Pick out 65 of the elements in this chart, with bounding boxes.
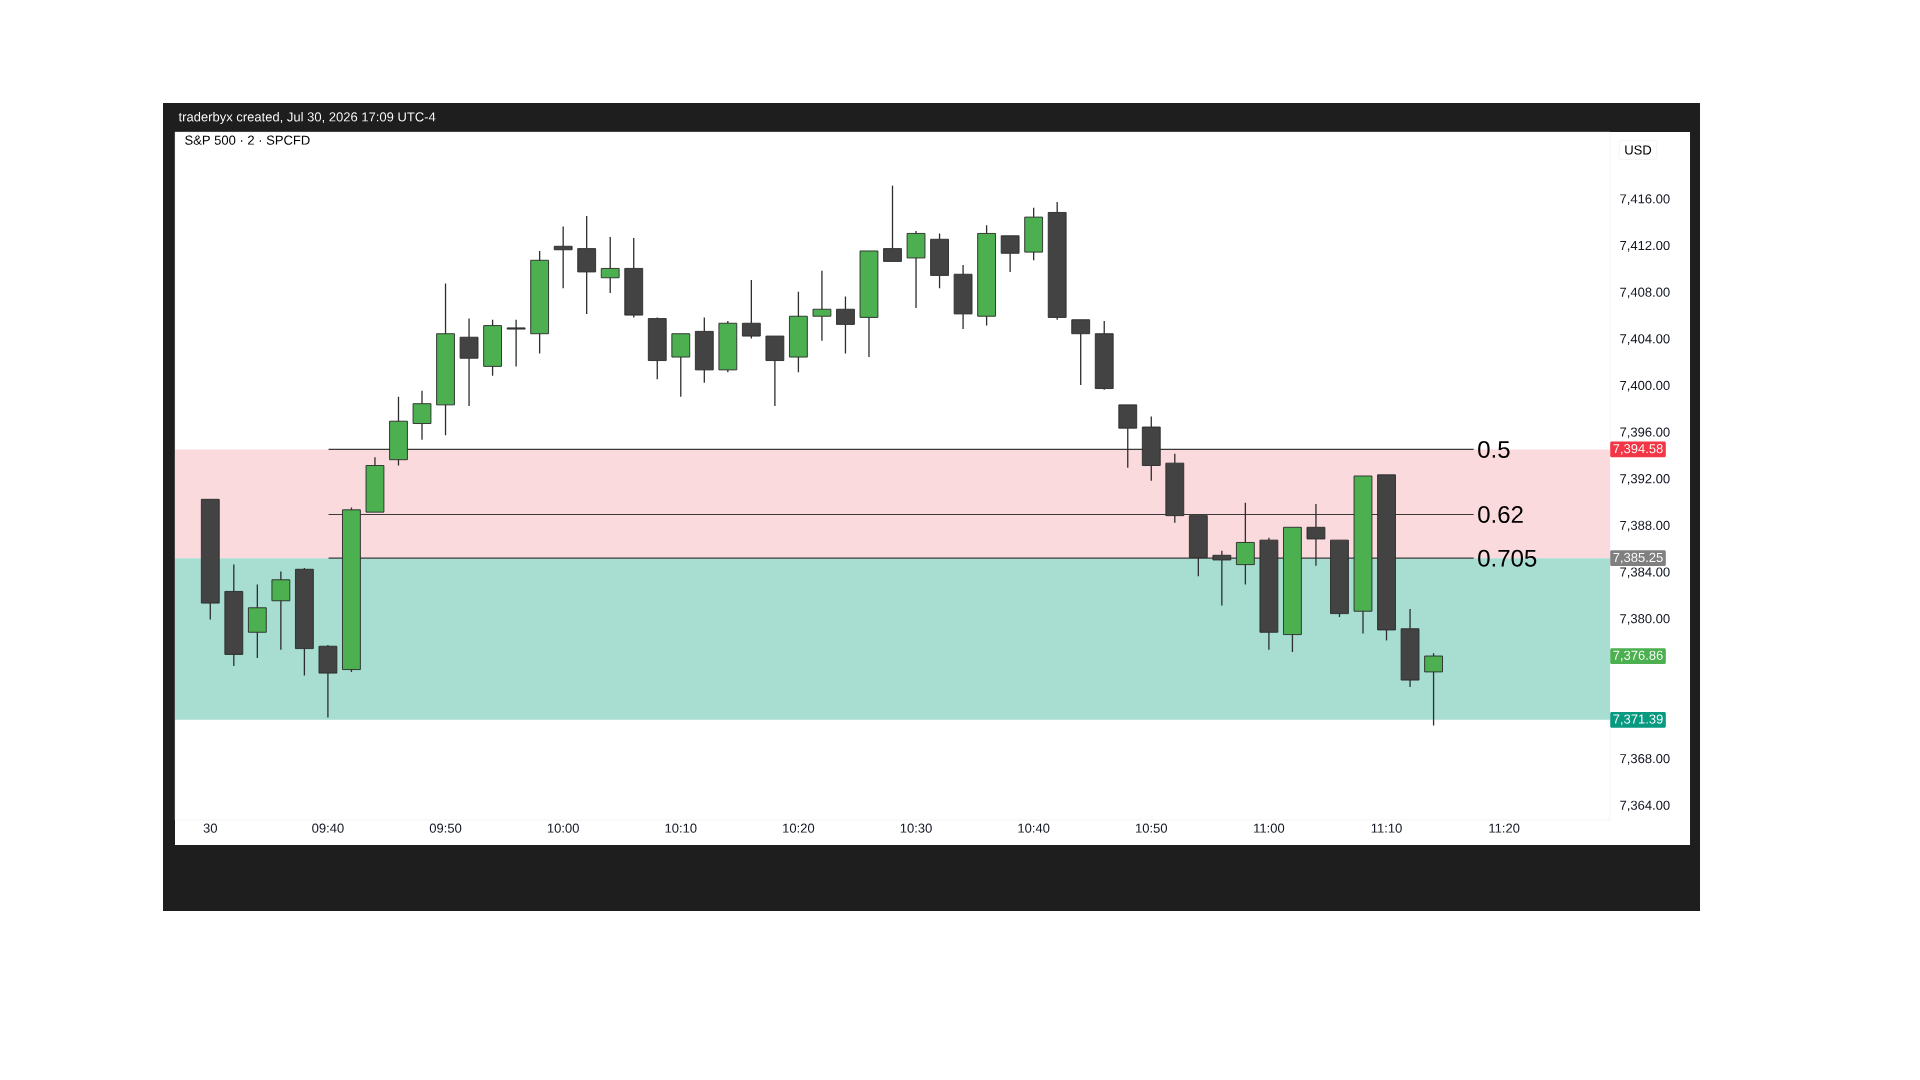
candlestick	[624, 237, 644, 319]
candlestick	[553, 225, 573, 289]
candlestick	[318, 645, 338, 719]
x-tick-label: 10:20	[783, 823, 815, 833]
x-tick-label: 09:50	[429, 823, 462, 833]
candlestick	[859, 250, 879, 358]
candlestick	[883, 184, 902, 262]
candlestick	[930, 232, 949, 289]
candlestick	[577, 215, 597, 315]
text: 7,376.86	[1613, 650, 1663, 662]
x-tick-label: 10:00	[547, 823, 579, 833]
y-tick-label: 7,412.00	[1620, 240, 1670, 252]
candlestick	[741, 279, 761, 340]
y-tick-label: 7,404.00	[1620, 334, 1670, 345]
text: 7,394.58	[1613, 444, 1663, 455]
text: traderbyx created, Jul 30, 2026 17:09 UTC-4	[178, 111, 436, 125]
candlestick	[247, 583, 267, 659]
x-tick-label: 10:10	[665, 823, 697, 833]
candlestick	[694, 316, 714, 384]
x-tick-label: 11:10	[1371, 823, 1402, 833]
y-tick-label: 7,364.00	[1620, 800, 1670, 812]
x-tick-label: 09:40	[312, 823, 344, 833]
candlestick	[953, 264, 973, 330]
candlestick	[906, 230, 926, 309]
x-tick-label: 10:30	[900, 823, 932, 833]
candlestick	[1000, 235, 1020, 273]
candlestick	[412, 390, 432, 441]
candlestick	[836, 295, 855, 355]
y-tick-label: 7,384.00	[1620, 567, 1670, 579]
candlestick	[271, 570, 291, 651]
text: 7,371.39	[1613, 714, 1663, 726]
candlestick	[459, 317, 479, 407]
candlestick	[436, 282, 455, 436]
x-tick-label: 10:50	[1136, 823, 1168, 833]
candlestick	[295, 568, 314, 677]
candlestick	[1424, 652, 1443, 727]
candlestick	[530, 250, 550, 355]
candlestick	[1400, 608, 1420, 688]
candlestick	[671, 333, 691, 398]
candlestick	[224, 563, 244, 667]
x-tick-label: 11:00	[1254, 823, 1285, 833]
x-tick-label: 11:20	[1489, 823, 1520, 833]
text: USD	[1625, 145, 1652, 155]
annotation: 0.62	[1478, 505, 1523, 523]
x-tick-label: 10:40	[1018, 823, 1050, 833]
candlestick	[647, 318, 667, 380]
text: 7,385.25	[1613, 552, 1663, 564]
annotation: 0.5	[1478, 440, 1510, 458]
candlestick	[1071, 319, 1091, 386]
candlestick	[812, 270, 832, 342]
y-tick-label: 7,400.00	[1620, 380, 1670, 392]
candlestick	[765, 335, 785, 407]
y-tick-label: 7,368.00	[1620, 753, 1670, 765]
y-tick-label: 7,388.00	[1620, 520, 1670, 532]
annotation: 0.705	[1478, 549, 1537, 567]
candlestick	[789, 291, 808, 373]
x-tick-label: 30	[203, 823, 218, 833]
candlestick	[600, 236, 620, 294]
y-tick-label: 7,408.00	[1620, 287, 1670, 299]
candlestick	[506, 319, 526, 368]
y-tick-label: 7,380.00	[1620, 614, 1670, 625]
y-tick-label: 7,396.00	[1620, 427, 1670, 439]
chart-title: S&P 500 · 2 · SPCFD	[185, 135, 310, 145]
y-tick-label: 7,392.00	[1620, 474, 1670, 485]
y-tick-label: 7,416.00	[1620, 194, 1670, 205]
